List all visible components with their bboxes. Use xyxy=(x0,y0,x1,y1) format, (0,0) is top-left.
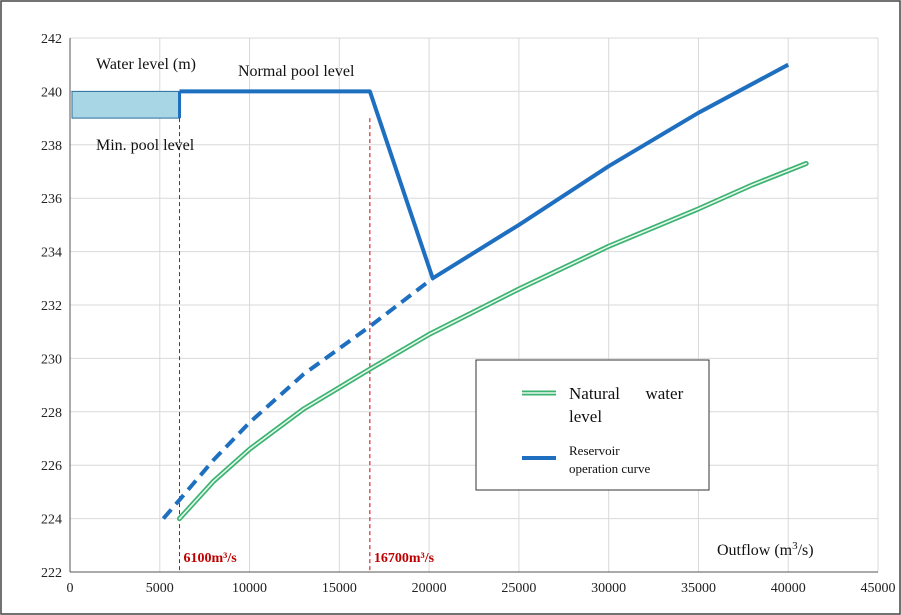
y-tick-label-232: 232 xyxy=(41,299,62,314)
x-tick-label-5000: 5000 xyxy=(146,581,174,596)
x-tick-label-40000: 40000 xyxy=(771,581,806,596)
reference-label-6100: 6100m³/s xyxy=(184,551,238,566)
legend: Natural water level Reservoir operation … xyxy=(475,359,710,491)
x-axis-label-superscript: 3 xyxy=(792,540,798,552)
y-tick-label-230: 230 xyxy=(41,352,62,367)
x-tick-label-25000: 25000 xyxy=(501,581,536,596)
series-reservoir-operation-curve-solid xyxy=(179,62,790,281)
annotation-water-level: Water level (m) xyxy=(96,56,196,73)
y-tick-label-226: 226 xyxy=(41,459,62,474)
x-tick-label-20000: 20000 xyxy=(412,581,447,596)
annotation-layer: Water level (m) Normal pool level Min. p… xyxy=(96,56,814,559)
x-tick-label-35000: 35000 xyxy=(681,581,716,596)
legend-label-reservoir-line1: Reservoir xyxy=(569,443,620,458)
y-tick-label-236: 236 xyxy=(41,192,62,207)
min-pool-band xyxy=(71,90,181,119)
legend-box xyxy=(475,359,710,491)
annotation-normal-pool-level: Normal pool level xyxy=(238,63,355,80)
reference-label-16700: 16700m³/s xyxy=(374,551,435,566)
y-tick-label-242: 242 xyxy=(41,32,62,47)
series-layer xyxy=(161,62,809,522)
x-tick-label-30000: 30000 xyxy=(591,581,626,596)
annotation-min-pool-level: Min. pool level xyxy=(96,137,195,154)
y-tick-label-228: 228 xyxy=(41,406,62,421)
x-axis-label: Outflow (m3/s) xyxy=(717,540,814,559)
x-tick-label-10000: 10000 xyxy=(232,581,267,596)
y-tick-label-222: 222 xyxy=(41,566,62,581)
legend-label-reservoir-line2: operation curve xyxy=(569,461,650,476)
y-tick-label-234: 234 xyxy=(41,246,62,261)
y-tick-label-238: 238 xyxy=(41,139,62,154)
x-tick-label-0: 0 xyxy=(67,581,74,596)
grid-lines xyxy=(69,37,879,573)
x-tick-label-15000: 15000 xyxy=(322,581,357,596)
reference-lines: 6100m³/s 16700m³/s xyxy=(179,118,435,572)
x-tick-label-45000: 45000 xyxy=(861,581,896,596)
tick-labels: 0 5000 10000 15000 20000 25000 30000 35000 40000… xyxy=(41,32,896,596)
legend-label-natural-line1: Natural water xyxy=(569,384,684,403)
series-reservoir-operation-curve-dashed xyxy=(161,276,434,520)
legend-label-natural-line2: level xyxy=(569,407,602,426)
series-natural-water-level-inner xyxy=(178,162,808,520)
y-tick-label-224: 224 xyxy=(41,513,62,528)
y-tick-label-240: 240 xyxy=(41,85,62,100)
pool-band-layer xyxy=(71,90,182,119)
